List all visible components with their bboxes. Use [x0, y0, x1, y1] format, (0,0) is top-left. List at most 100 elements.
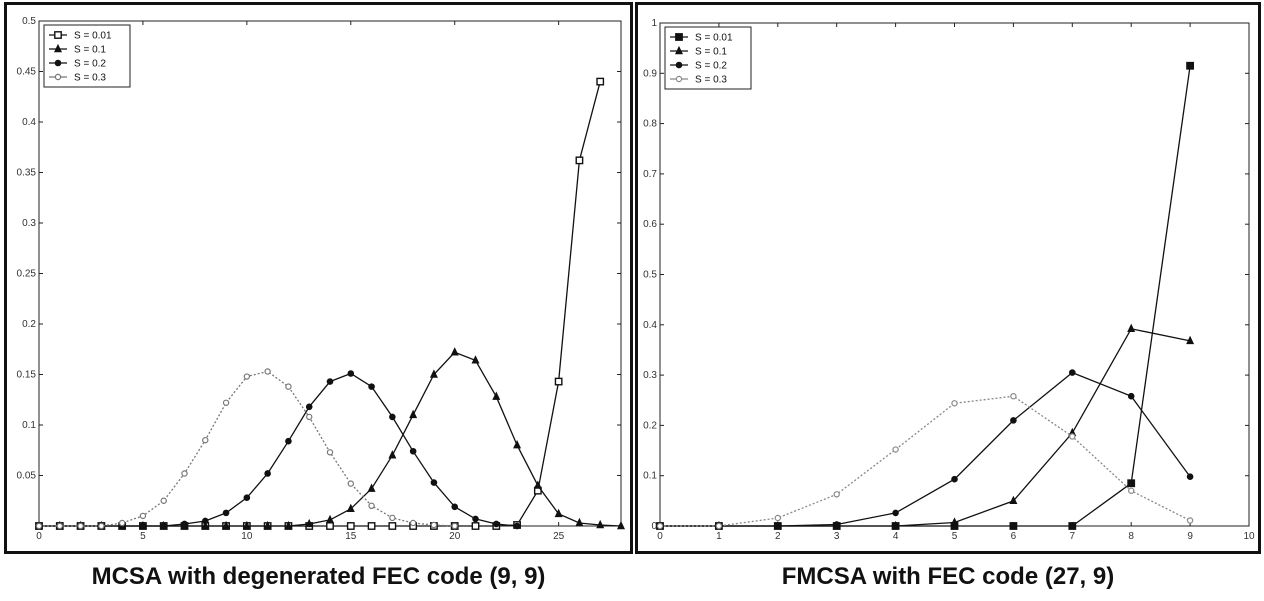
fmcsa-legend-marker — [675, 61, 683, 69]
fmcsa-series-2-point — [1009, 495, 1018, 505]
mcsa-series-2-point — [222, 520, 231, 530]
chart-panel-fmcsa: 0 1 2 3 4 5 6 7 8 9 10 0 0.1 0.2 0.3 0.4 0.5 0.6 0.7 0.8 0.9… — [635, 2, 1261, 554]
mcsa-legend-label: S = 0.1 — [74, 45, 106, 56]
fmcsa-legend-label: S = 0.01 — [695, 33, 733, 44]
fmcsa-series-4-point — [715, 522, 723, 530]
mcsa-series-2-point — [305, 518, 314, 528]
chart-mcsa: 0 5 10 15 20 25 0.05 0.1 0.15 0.2 0.25 0.3 0.35 0.4 0.… — [17, 16, 625, 542]
mcsa-series-3-point — [264, 470, 271, 477]
mcsa-series-4-point — [409, 519, 417, 527]
mcsa-series-4-point — [35, 522, 43, 530]
mcsa-y-tick-label: 0.35 — [17, 168, 37, 179]
mcsa-y-tick-label: 0.25 — [17, 269, 37, 280]
mcsa-series-3-point — [347, 370, 355, 377]
mcsa-series-2-point — [492, 391, 501, 400]
fmcsa-series-3-point — [1069, 369, 1076, 376]
mcsa-series-3-point — [513, 522, 521, 530]
mcsa-series-4-point — [139, 512, 147, 520]
mcsa-series-2-point — [513, 440, 522, 449]
mcsa-series-4-point — [98, 522, 105, 530]
fmcsa-x-tick-label: 7 — [1070, 531, 1076, 542]
mcsa-series-1 — [35, 77, 605, 530]
fmcsa-legend-marker — [675, 45, 683, 55]
mcsa-series-4-point — [285, 383, 292, 390]
fmcsa-series-1 — [656, 61, 1195, 530]
mcsa-series-4-point — [77, 522, 84, 530]
mcsa-series-3-point — [492, 520, 500, 528]
fmcsa-x-tick-label: 3 — [834, 531, 840, 542]
fmcsa-legend-marker — [675, 33, 683, 41]
fmcsa-y-tick-label: 0.6 — [643, 219, 657, 230]
mcsa-series-2-point — [326, 514, 334, 524]
fmcsa-x-tick-label: 5 — [952, 531, 958, 542]
mcsa-y-tick-label: 0.5 — [22, 16, 36, 27]
fmcsa-x-tick-label: 0 — [657, 531, 663, 542]
mcsa-series-1-line — [39, 81, 601, 527]
fmcsa-y-tick-label: 0 — [651, 521, 657, 532]
mcsa-series-1-point — [471, 522, 480, 530]
mcsa-x-tick-label: 20 — [449, 531, 461, 542]
fmcsa-series-3-point — [1010, 417, 1017, 424]
mcsa-series-2-point — [346, 503, 355, 513]
mcsa-series-4-point — [347, 480, 354, 487]
mcsa-legend-marker — [54, 43, 62, 53]
mcsa-series-4-point — [430, 521, 438, 529]
mcsa-series-2-point — [471, 355, 480, 364]
mcsa-series-2-point — [388, 450, 397, 459]
fmcsa-legend-label: S = 0.1 — [695, 47, 727, 58]
mcsa-series-3 — [35, 370, 521, 530]
fmcsa-series-3-point — [833, 521, 840, 528]
fmcsa-y-tick-label: 0.1 — [643, 471, 657, 482]
chart-fmcsa: 0 1 2 3 4 5 6 7 8 9 10 0 0.1 0.2 0.3 0.4 0.5 0.6 0.7 0.8 0.9… — [643, 18, 1255, 542]
mcsa-series-4-point — [243, 373, 251, 380]
mcsa-series-4-point — [451, 522, 458, 530]
mcsa-y-tick-label: 0.4 — [22, 117, 36, 128]
mcsa-series-2-point — [367, 483, 376, 492]
fmcsa-x-tick-label: 9 — [1187, 531, 1193, 542]
fmcsa-series-4-point — [1128, 487, 1135, 494]
fmcsa-x-tick-label: 10 — [1243, 531, 1255, 542]
mcsa-y-tick-label: 0.15 — [17, 370, 37, 381]
mcsa-series-1-point — [326, 522, 334, 530]
mcsa-series-4-point — [181, 470, 188, 477]
mcsa-series-2-point — [575, 517, 584, 527]
mcsa-series-4-point — [222, 399, 230, 406]
fmcsa-series-2-point — [1186, 335, 1195, 345]
fmcsa-series-2-point — [891, 520, 900, 530]
mcsa-series-2-point — [429, 369, 438, 378]
mcsa-series-3-line — [39, 372, 518, 527]
mcsa-series-2-point — [242, 520, 251, 530]
fmcsa-series-3-line — [660, 371, 1191, 527]
mcsa-series-1-point — [575, 156, 584, 165]
fmcsa-x-tick-label: 2 — [775, 531, 781, 542]
fmcsa-series-3-point — [774, 522, 782, 530]
fmcsa-y-tick-label: 0.5 — [643, 270, 657, 281]
fmcsa-series-4-line — [660, 395, 1191, 527]
fmcsa-series-4 — [656, 393, 1194, 530]
mcsa-series-3-point — [160, 522, 168, 530]
fmcsa-series-4-point — [656, 522, 664, 530]
fmcsa-series-2-point — [950, 517, 959, 526]
mcsa-series-2-point — [263, 520, 272, 530]
mcsa-x-tick-label: 0 — [36, 531, 42, 542]
mcsa-series-1-point — [554, 377, 563, 386]
fmcsa-series-3-point — [951, 475, 958, 483]
fmcsa-series-3 — [656, 369, 1194, 530]
fmcsa-series-2-point — [1127, 323, 1136, 333]
fmcsa-series-1-point — [1186, 61, 1195, 70]
mcsa-series-3-point — [409, 447, 417, 455]
fmcsa-series-1-point — [1009, 522, 1018, 530]
mcsa-series-2-point — [533, 480, 542, 489]
fmcsa-legend-label: S = 0.2 — [695, 61, 727, 72]
mcsa-y-tick-label: 0.3 — [22, 218, 36, 229]
mcsa-series-4-point — [160, 497, 167, 504]
mcsa-series-4-point — [56, 522, 63, 530]
mcsa-y-tick-label: 0.1 — [22, 420, 36, 431]
fmcsa-series-1-point — [1127, 479, 1136, 488]
fmcsa-y-tick-label: 0.7 — [643, 169, 657, 180]
mcsa-series-1-point — [346, 522, 355, 530]
fmcsa-y-tick-label: 0.3 — [643, 370, 657, 381]
mcsa-series-1-point — [388, 522, 397, 530]
fmcsa-x-tick-label: 4 — [893, 531, 899, 542]
mcsa-series-4-point — [326, 449, 334, 456]
